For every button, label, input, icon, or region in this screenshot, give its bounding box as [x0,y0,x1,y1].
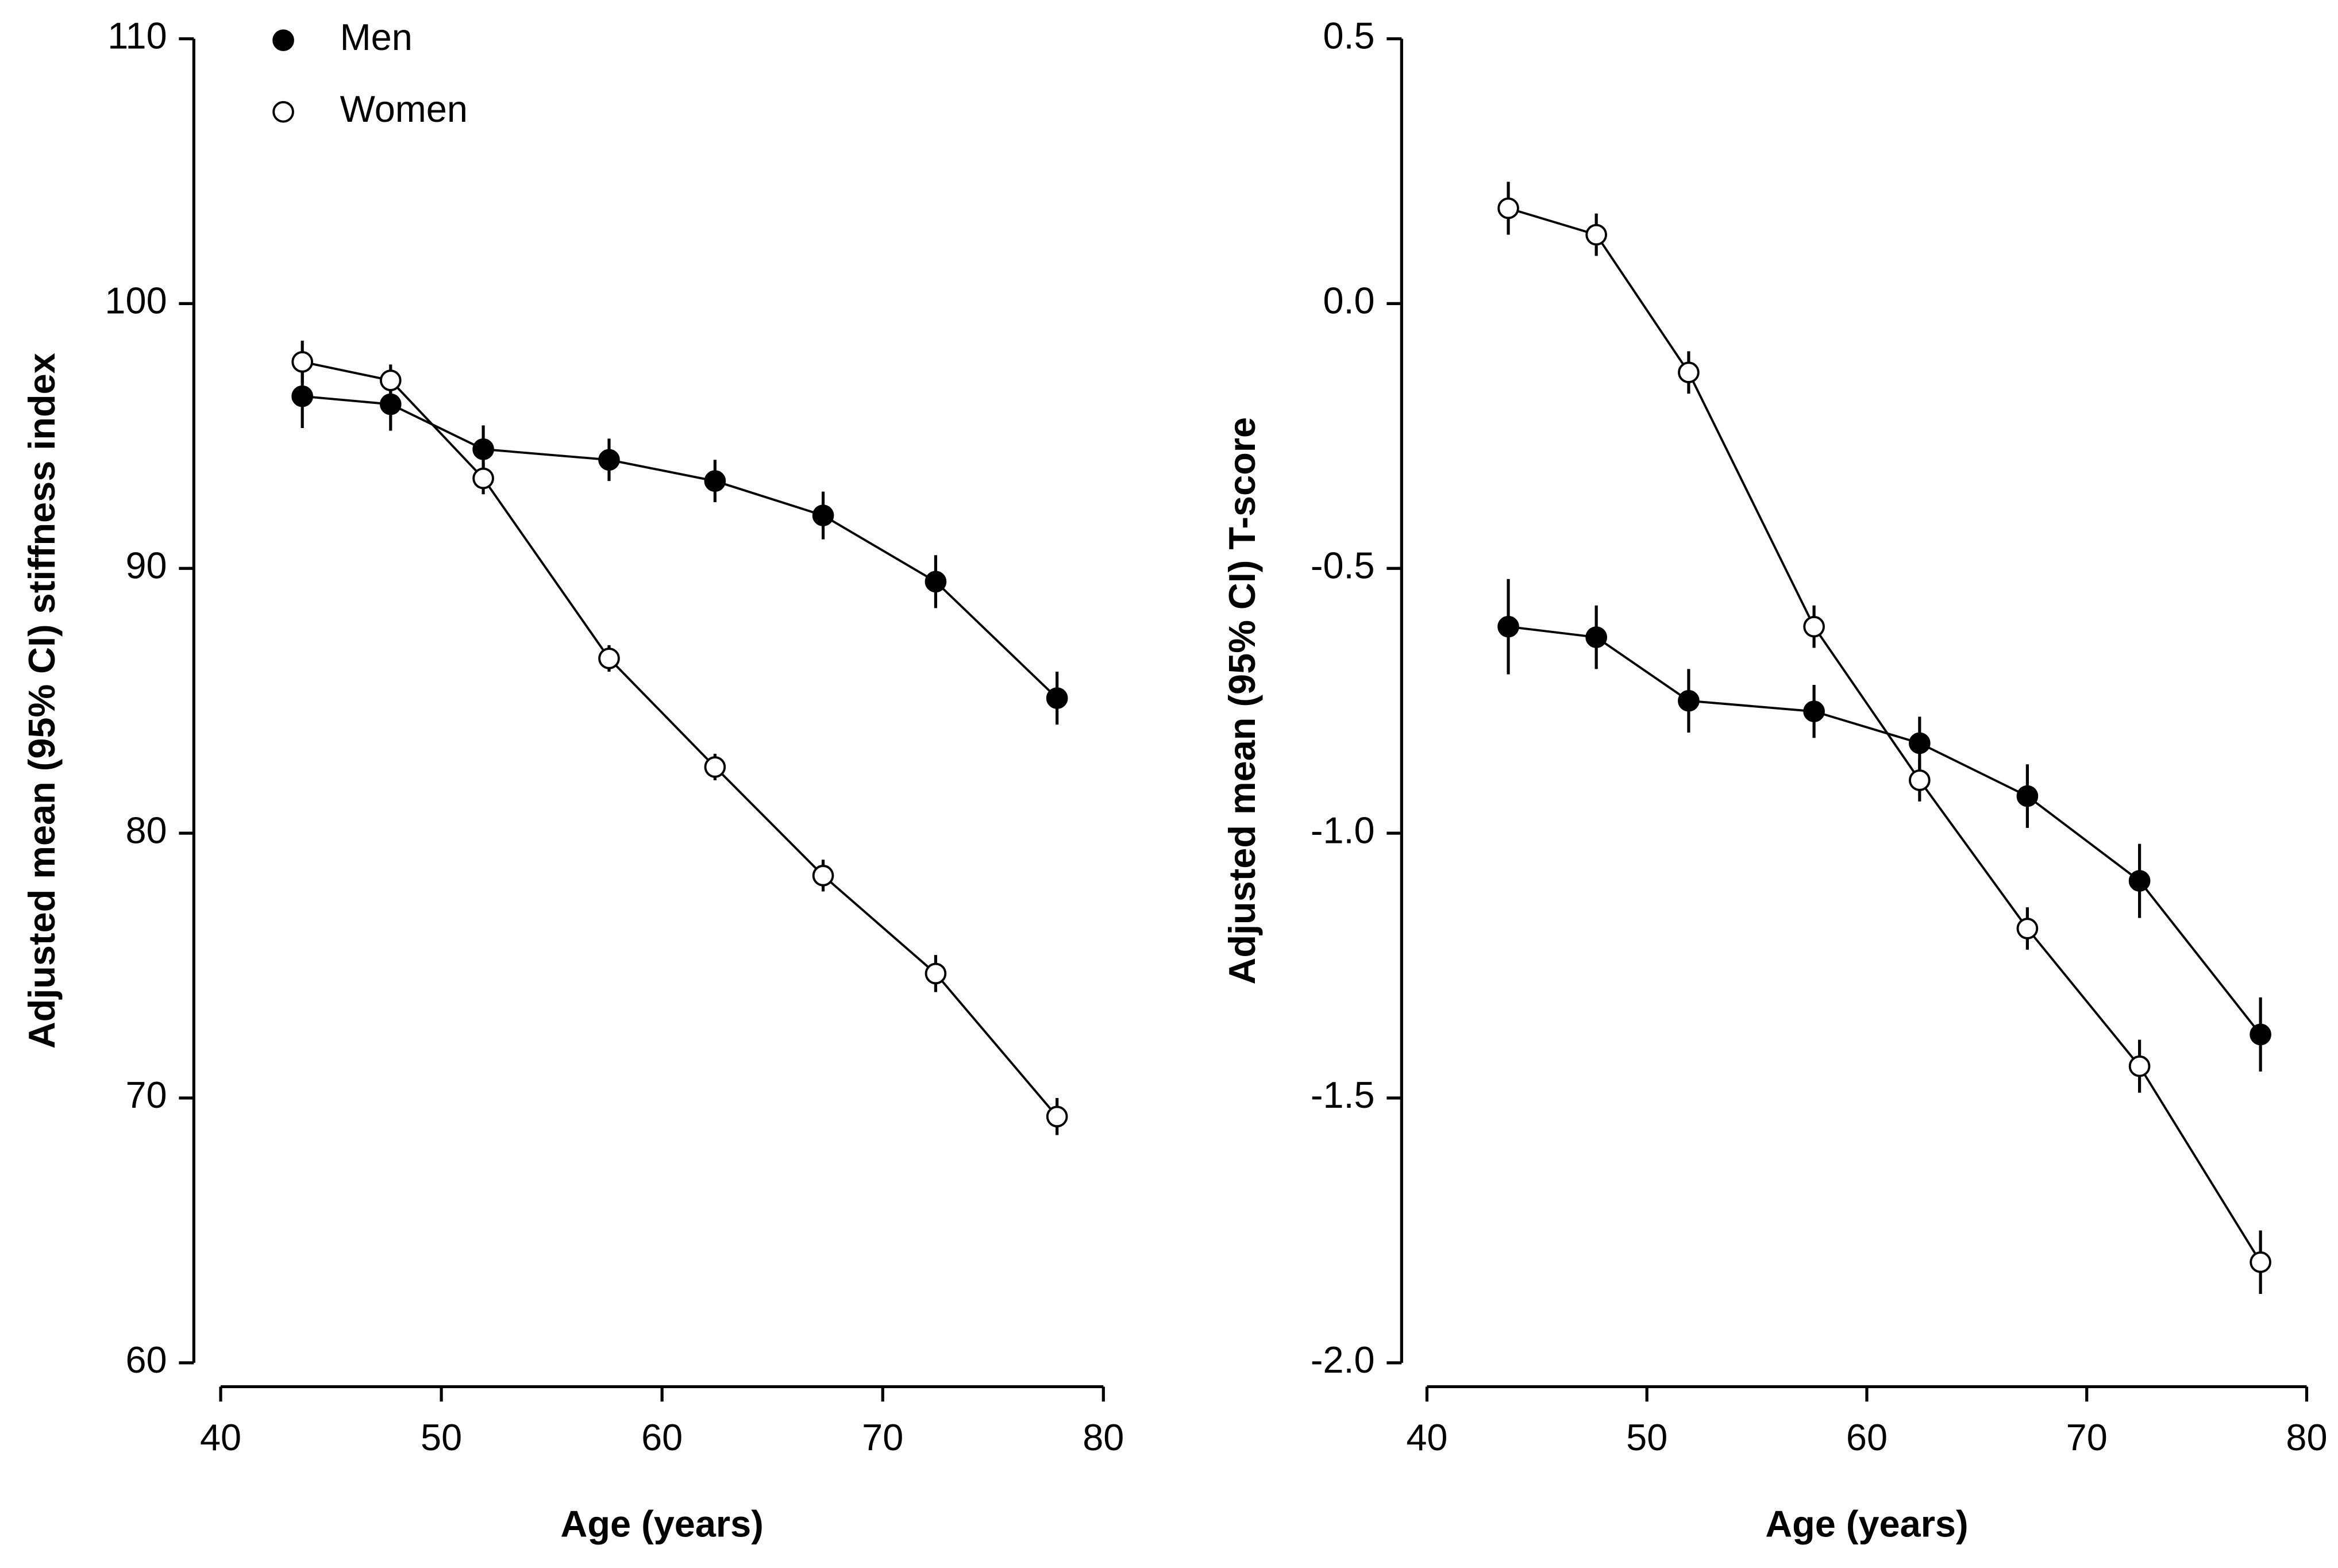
data-point [1909,769,1931,791]
y-tick-label: 70 [125,1074,167,1116]
y-tick-label: 0.5 [1323,15,1374,57]
legend-label: Women [340,88,468,130]
series-line [1508,625,2262,1035]
y-tick-label: 80 [125,809,167,851]
x-tick-label: 60 [641,1416,683,1458]
y-tick-label: -1.5 [1311,1074,1375,1116]
legend-label: Men [340,16,413,58]
y-tick-label: -1.0 [1311,809,1375,851]
data-point [704,756,726,778]
data-point [925,571,947,593]
data-point [1497,615,1519,638]
data-point [2250,1023,2271,1046]
x-axis-title: Age (years) [1765,1502,1968,1544]
data-point [291,385,313,407]
x-tick-label: 60 [1846,1416,1888,1458]
data-point [1803,615,1825,638]
data-point [379,393,402,415]
data-point [812,504,834,526]
y-axis-title: Adjusted mean (95% CI) T-score [1221,417,1263,985]
data-point [291,350,313,373]
data-point [2128,1055,2151,1077]
data-point [2128,870,2151,892]
x-axis-title: Age (years) [561,1502,764,1544]
data-point [1046,1105,1068,1128]
data-point [472,467,494,490]
data-point [379,369,402,391]
y-tick-label: 90 [125,544,167,586]
data-point [1803,700,1825,722]
data-point [1678,689,1700,712]
legend-marker [272,29,294,51]
x-tick-label: 40 [1406,1416,1447,1458]
x-tick-label: 50 [1626,1416,1667,1458]
x-tick-label: 70 [2066,1416,2108,1458]
data-point [1585,224,1607,246]
data-point [1585,626,1607,648]
data-point [1046,687,1068,709]
y-tick-label: 110 [107,15,167,57]
data-point [812,865,834,887]
x-tick-label: 80 [2286,1416,2327,1458]
x-tick-label: 80 [1083,1416,1124,1458]
series-line [302,360,1058,1118]
data-point [925,962,947,985]
data-point [1909,732,1931,754]
data-point [472,438,494,460]
y-tick-label: 100 [105,280,167,322]
y-tick-label: 60 [125,1339,167,1381]
y-tick-label: -2.0 [1311,1339,1375,1381]
data-point [598,449,620,471]
series-line [1508,207,2262,1263]
data-point [1678,361,1700,384]
y-axis-title: Adjusted mean (95% CI) stiffness index [21,353,63,1049]
data-point [1497,197,1519,219]
data-point [2250,1251,2271,1273]
data-point [2016,785,2039,807]
x-tick-label: 70 [862,1416,903,1458]
legend-marker [272,101,294,123]
series-line [302,395,1058,699]
y-tick-label: 0.0 [1323,280,1374,322]
data-point [2016,918,2039,939]
x-tick-label: 50 [421,1416,462,1458]
x-tick-label: 40 [200,1416,241,1458]
y-tick-label: -0.5 [1311,544,1375,586]
data-point [704,470,726,492]
data-point [598,648,620,669]
